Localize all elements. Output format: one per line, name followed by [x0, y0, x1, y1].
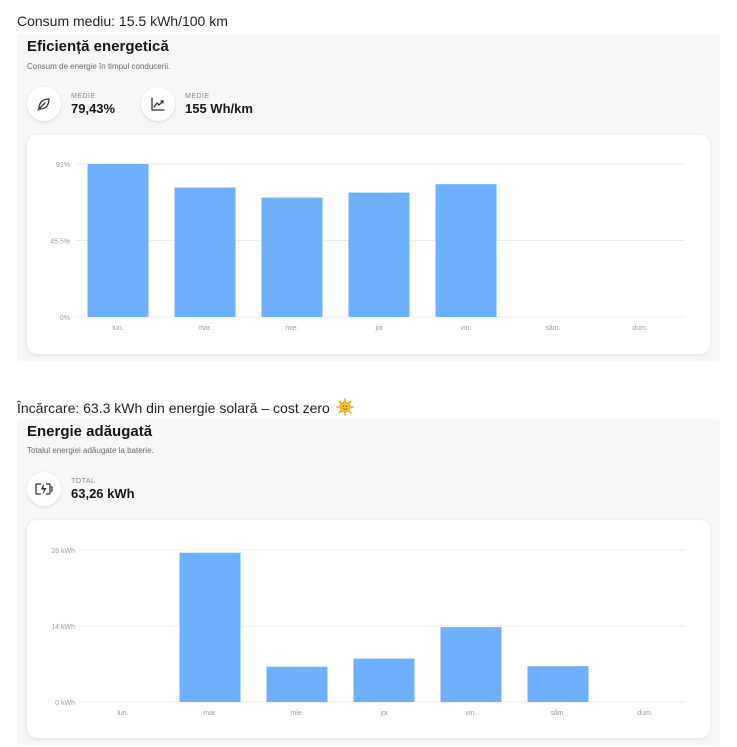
efficiency-card: Eficiență energetică Consum de energie î…	[17, 34, 720, 361]
x-tick-label: lun.	[117, 710, 128, 717]
y-tick-label: 14 kWh	[51, 624, 75, 631]
stat-total-energy: TOTAL 63,26 kWh	[27, 472, 135, 506]
x-tick-label: joi	[379, 710, 387, 717]
stat-value: 63,26 kWh	[71, 486, 135, 501]
x-tick-label: mar.	[203, 710, 217, 717]
energy-added-subtitle: Totalul energiei adăugate la baterie.	[27, 446, 154, 455]
bar-5	[527, 666, 589, 702]
sun-emoji-icon	[335, 398, 354, 419]
x-tick-label: mie.	[285, 325, 298, 332]
leaf-icon	[27, 87, 61, 121]
stat-label: MEDIE	[185, 93, 210, 100]
y-tick-label: 28 kWh	[51, 548, 75, 555]
x-tick-label: sâm.	[545, 325, 560, 332]
charging-battery-icon	[27, 472, 61, 506]
y-tick-label: 45,5%	[50, 239, 70, 246]
charging-caption: Încărcare: 63.3 kWh din energie solară –…	[17, 398, 354, 419]
stat-label: TOTAL	[71, 478, 96, 485]
x-tick-label: mie.	[290, 710, 303, 717]
efficiency-title: Eficiență energetică	[27, 38, 169, 55]
y-tick-label: 0%	[60, 315, 70, 322]
y-tick-label: 91%	[56, 162, 70, 169]
bar-0	[87, 164, 149, 317]
efficiency-chart: 0% 45,5% 91% lun. mar. mie. joi vin. sâm. dum.	[27, 135, 710, 354]
bar-2	[266, 666, 328, 702]
stat-average-consumption: MEDIE 155 Wh/km	[141, 87, 253, 121]
x-tick-label: dum.	[632, 325, 648, 332]
stat-value: 79,43%	[71, 101, 116, 116]
x-tick-label: mar.	[198, 325, 212, 332]
x-tick-label: sâm.	[550, 710, 565, 717]
efficiency-subtitle: Consum de energie în timpul conducerii.	[27, 62, 171, 71]
x-tick-label: dum.	[637, 710, 653, 717]
x-tick-label: joi	[374, 325, 382, 332]
y-tick-label: 0 kWh	[55, 700, 75, 707]
x-tick-label: lun.	[112, 325, 123, 332]
x-tick-label: vin.	[466, 710, 477, 717]
bar-3	[348, 192, 410, 317]
stat-average-efficiency: MEDIE 79,43%	[27, 87, 115, 121]
bar-3	[353, 658, 415, 702]
bar-4	[435, 184, 497, 317]
energy-added-title: Energie adăugată	[27, 423, 153, 440]
energy-added-bar-chart: 0 kWh 14 kWh 28 kWh lun. mar. mie. joi vin. sâm.…	[51, 548, 685, 717]
bar-1	[179, 552, 241, 702]
bar-4	[440, 627, 502, 702]
charging-caption-text: Încărcare: 63.3 kWh din energie solară –…	[17, 400, 330, 416]
efficiency-bar-chart: 0% 45,5% 91% lun. mar. mie. joi vin. sâm. dum.	[50, 162, 685, 332]
efficiency-caption-text: Consum mediu: 15.5 kWh/100 km	[17, 13, 228, 29]
bar-2	[261, 197, 323, 317]
energy-added-chart: 0 kWh 14 kWh 28 kWh lun. mar. mie. joi vin. sâm.…	[27, 520, 710, 738]
stat-value: 155 Wh/km	[185, 101, 253, 116]
bar-1	[174, 187, 236, 317]
energy-added-card: Energie adăugată Totalul energiei adăuga…	[17, 419, 720, 745]
trend-chart-icon	[141, 87, 175, 121]
stat-label: MEDIE	[71, 93, 96, 100]
efficiency-caption: Consum mediu: 15.5 kWh/100 km	[17, 13, 228, 29]
x-tick-label: vin.	[461, 325, 472, 332]
